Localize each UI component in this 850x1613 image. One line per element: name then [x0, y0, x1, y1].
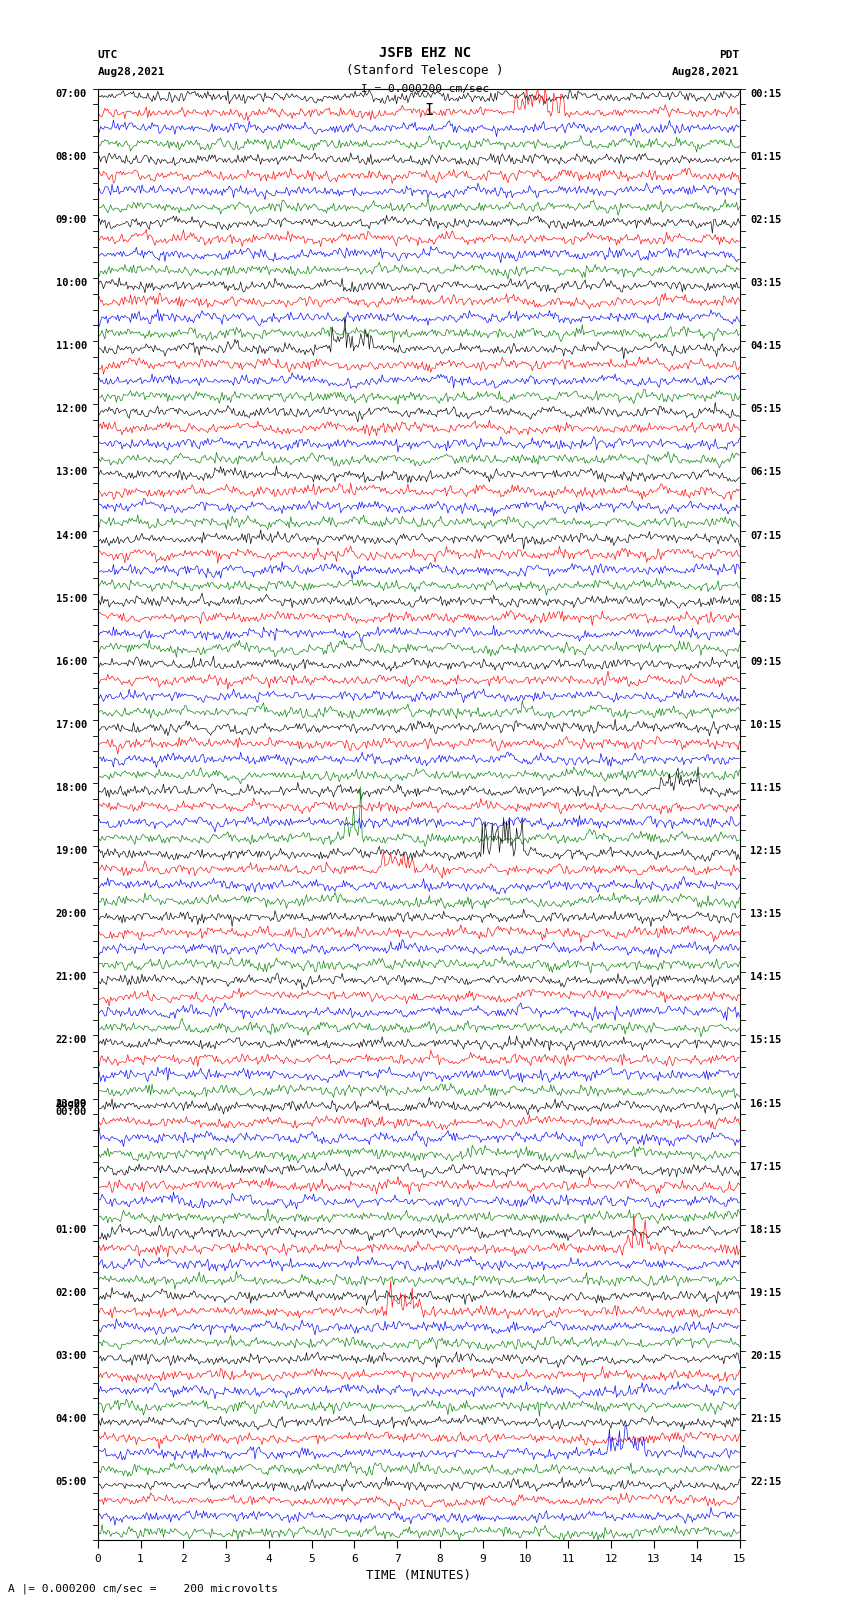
Text: 11:00: 11:00: [56, 342, 87, 352]
Text: 17:00: 17:00: [56, 719, 87, 731]
Text: 10:15: 10:15: [751, 719, 781, 731]
Text: 03:00: 03:00: [56, 1352, 87, 1361]
Text: 23:00: 23:00: [56, 1098, 87, 1108]
Text: 18:15: 18:15: [751, 1224, 781, 1236]
Text: 22:00: 22:00: [56, 1036, 87, 1045]
Text: Aug28,2021: Aug28,2021: [98, 68, 165, 77]
Text: (Stanford Telescope ): (Stanford Telescope ): [346, 65, 504, 77]
Text: 14:15: 14:15: [751, 973, 781, 982]
Text: 09:15: 09:15: [751, 656, 781, 666]
Text: 20:00: 20:00: [56, 910, 87, 919]
Text: 11:15: 11:15: [751, 782, 781, 794]
Text: 18:00: 18:00: [56, 782, 87, 794]
Text: I = 0.000200 cm/sec: I = 0.000200 cm/sec: [361, 84, 489, 94]
Text: 00:15: 00:15: [751, 89, 781, 98]
Text: 07:00: 07:00: [56, 89, 87, 98]
X-axis label: TIME (MINUTES): TIME (MINUTES): [366, 1569, 471, 1582]
Text: 09:00: 09:00: [56, 215, 87, 224]
Text: 13:00: 13:00: [56, 468, 87, 477]
Text: 05:15: 05:15: [751, 405, 781, 415]
Text: Aug28,2021: Aug28,2021: [672, 68, 740, 77]
Text: A |= 0.000200 cm/sec =    200 microvolts: A |= 0.000200 cm/sec = 200 microvolts: [8, 1582, 279, 1594]
Text: 12:15: 12:15: [751, 847, 781, 857]
Text: 19:15: 19:15: [751, 1287, 781, 1298]
Text: 01:15: 01:15: [751, 152, 781, 161]
Text: 02:15: 02:15: [751, 215, 781, 224]
Text: Aug29: Aug29: [56, 1098, 87, 1108]
Text: 10:00: 10:00: [56, 277, 87, 289]
Text: 00:00: 00:00: [56, 1107, 87, 1118]
Text: 21:15: 21:15: [751, 1415, 781, 1424]
Text: 04:15: 04:15: [751, 342, 781, 352]
Text: 15:15: 15:15: [751, 1036, 781, 1045]
Text: 04:00: 04:00: [56, 1415, 87, 1424]
Text: 17:15: 17:15: [751, 1161, 781, 1171]
Text: 21:00: 21:00: [56, 973, 87, 982]
Text: 08:15: 08:15: [751, 594, 781, 603]
Text: 06:15: 06:15: [751, 468, 781, 477]
Text: 20:15: 20:15: [751, 1352, 781, 1361]
Text: 01:00: 01:00: [56, 1224, 87, 1236]
Text: 15:00: 15:00: [56, 594, 87, 603]
Text: 13:15: 13:15: [751, 910, 781, 919]
Text: 08:00: 08:00: [56, 152, 87, 161]
Text: 03:15: 03:15: [751, 277, 781, 289]
Text: 02:00: 02:00: [56, 1287, 87, 1298]
Text: 14:00: 14:00: [56, 531, 87, 540]
Text: 12:00: 12:00: [56, 405, 87, 415]
Text: JSFB EHZ NC: JSFB EHZ NC: [379, 45, 471, 60]
Text: PDT: PDT: [719, 50, 740, 60]
Text: 05:00: 05:00: [56, 1478, 87, 1487]
Text: UTC: UTC: [98, 50, 118, 60]
Text: 22:15: 22:15: [751, 1478, 781, 1487]
Text: 16:15: 16:15: [751, 1098, 781, 1108]
Text: 19:00: 19:00: [56, 847, 87, 857]
Text: I: I: [425, 103, 434, 118]
Text: 07:15: 07:15: [751, 531, 781, 540]
Text: 16:00: 16:00: [56, 656, 87, 666]
